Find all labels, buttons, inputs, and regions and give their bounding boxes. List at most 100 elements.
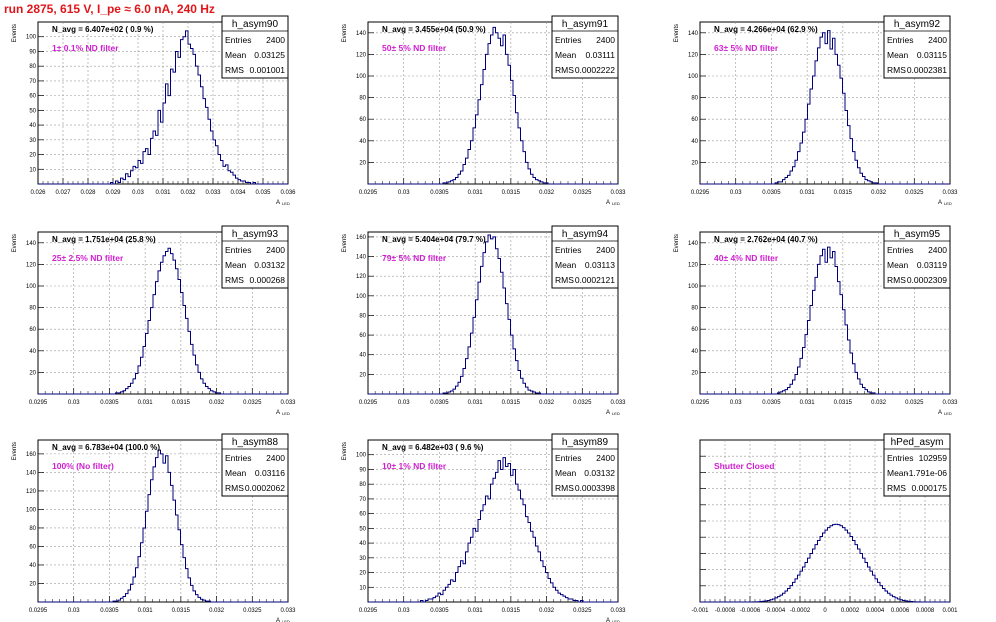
y-tick-label: 60 bbox=[29, 544, 36, 550]
stats-histogram-name: h_asym89 bbox=[562, 437, 609, 448]
filter-label: 79± 5% ND filter bbox=[382, 253, 447, 263]
x-tick-label: 0.032 bbox=[209, 608, 225, 614]
x-tick-label: 0.033 bbox=[942, 190, 958, 196]
stats-histogram-name: h_asym93 bbox=[232, 229, 279, 240]
y-tick-label: 20 bbox=[359, 571, 366, 577]
x-tick-label: 0.0008 bbox=[916, 608, 935, 614]
stats-value: 0.0003398 bbox=[575, 483, 615, 493]
x-tick-label: 0.0315 bbox=[502, 400, 521, 406]
x-axis-label: A bbox=[606, 410, 610, 416]
stats-key: Entries bbox=[225, 453, 251, 463]
x-tick-label: 0.0305 bbox=[430, 190, 449, 196]
stats-key: Entries bbox=[555, 35, 581, 45]
y-tick-label: 40 bbox=[359, 139, 366, 145]
x-tick-label: 0.0325 bbox=[243, 608, 262, 614]
navg-label: N_avg = 1.751e+04 (25.8 %) bbox=[52, 235, 156, 244]
x-tick-label: 0.0315 bbox=[502, 608, 521, 614]
x-tick-label: 0.034 bbox=[230, 190, 246, 196]
stats-value: 0.03132 bbox=[254, 260, 285, 270]
x-tick-label: 0.0295 bbox=[29, 400, 48, 406]
stats-value: 0.03113 bbox=[585, 260, 615, 270]
x-tick-label: 0.033 bbox=[205, 190, 221, 196]
x-tick-label: 0.036 bbox=[280, 190, 296, 196]
stats-key: RMS bbox=[225, 483, 244, 493]
x-tick-label: 0.0006 bbox=[891, 608, 910, 614]
y-tick-label: 50 bbox=[29, 108, 36, 114]
y-axis-label: Events bbox=[342, 442, 348, 460]
x-tick-label: 0.0004 bbox=[866, 608, 885, 614]
stats-value: 102959 bbox=[919, 453, 948, 463]
navg-label: N_avg = 6.482e+03 ( 9.6 %) bbox=[382, 443, 484, 452]
filter-label: 40± 4% ND filter bbox=[714, 253, 779, 263]
x-tick-label: 0.0295 bbox=[691, 400, 710, 406]
x-tick-label: 0.0305 bbox=[430, 608, 449, 614]
y-tick-label: 80 bbox=[359, 96, 366, 102]
histogram-panel-hPed_asym: -0.001 -0.0008 -0.0006 -0.0004 -0.0002 0 0.000… bbox=[691, 433, 958, 614]
stats-histogram-name: h_asym94 bbox=[562, 229, 609, 240]
filter-label: 100% (No filter) bbox=[52, 461, 114, 471]
stats-value: 0.03111 bbox=[586, 50, 616, 60]
x-tick-label: 0.031 bbox=[468, 608, 484, 614]
histogram-panel-h_asym90: 0.026 0.027 0.028 0.029 0.03 0.031 0.032 0.033 0… bbox=[12, 15, 296, 206]
stats-key: RMS bbox=[555, 65, 574, 75]
x-tick-label: 0.0295 bbox=[29, 608, 48, 614]
histogram-panel-h_asym95: 0.0295 0.03 0.0305 0.031 0.0315 0.032 0.0325 0.… bbox=[674, 225, 958, 416]
stats-value: 0.03116 bbox=[255, 468, 285, 478]
stats-value: 0.001001 bbox=[250, 65, 286, 75]
x-tick-label: -0.0008 bbox=[715, 608, 736, 614]
stats-value: 2400 bbox=[266, 35, 285, 45]
filter-label: Shutter Closed bbox=[714, 461, 774, 471]
y-tick-label: 40 bbox=[359, 541, 366, 547]
stats-box bbox=[551, 225, 619, 289]
histogram-series-line bbox=[700, 30, 950, 185]
histogram-series-line bbox=[38, 247, 288, 395]
stats-key: RMS bbox=[555, 275, 574, 285]
x-tick-label: 0.0295 bbox=[691, 190, 710, 196]
y-axis-label: Events bbox=[674, 234, 680, 252]
y-tick-label: 120 bbox=[356, 274, 367, 280]
navg-label: N_avg = 6.783e+04 (100.0 %) bbox=[52, 443, 160, 452]
stats-value: 0.0002062 bbox=[245, 483, 285, 493]
stats-histogram-name: hPed_asym bbox=[891, 437, 944, 448]
y-tick-label: 80 bbox=[359, 313, 366, 319]
x-tick-label: 0.0305 bbox=[762, 190, 781, 196]
histogram-series-line bbox=[700, 246, 950, 395]
stats-value: 0.0002381 bbox=[907, 65, 947, 75]
x-tick-label: 0.0315 bbox=[172, 608, 191, 614]
stats-histogram-name: h_asym95 bbox=[894, 229, 941, 240]
x-axis-label-subscript: LED bbox=[282, 619, 290, 622]
x-tick-label: 0.0315 bbox=[502, 190, 521, 196]
x-tick-label: 0.032 bbox=[539, 400, 555, 406]
y-tick-label: 40 bbox=[691, 139, 698, 145]
stats-box bbox=[883, 15, 951, 79]
x-tick-label: 0.028 bbox=[80, 190, 96, 196]
y-axis-label: Events bbox=[342, 234, 348, 252]
y-tick-label: 140 bbox=[688, 31, 699, 37]
x-tick-label: 0.033 bbox=[280, 608, 296, 614]
x-axis-label-subscript: LED bbox=[282, 201, 290, 206]
x-tick-label: 0.033 bbox=[942, 400, 958, 406]
y-tick-label: 160 bbox=[26, 452, 37, 458]
x-axis-label: A bbox=[276, 618, 280, 622]
stats-key: Mean bbox=[225, 260, 247, 270]
y-tick-label: 160 bbox=[356, 235, 367, 241]
histogram-series-line bbox=[38, 449, 288, 603]
filter-label: 25± 2.5% ND filter bbox=[52, 253, 124, 263]
x-tick-label: 0.03 bbox=[730, 190, 742, 196]
stats-key: RMS bbox=[887, 65, 906, 75]
y-tick-label: 140 bbox=[356, 255, 367, 261]
x-axis-label-subscript: LED bbox=[612, 201, 620, 206]
y-tick-label: 60 bbox=[691, 327, 698, 333]
x-tick-label: 0.0305 bbox=[100, 400, 119, 406]
x-tick-label: 0.001 bbox=[942, 608, 958, 614]
navg-label: N_avg = 2.762e+04 (40.7 %) bbox=[714, 235, 818, 244]
stats-value: 0.000268 bbox=[250, 275, 286, 285]
x-tick-label: 0.035 bbox=[255, 190, 271, 196]
x-tick-label: 0.032 bbox=[871, 400, 887, 406]
stats-value: 0.0002121 bbox=[575, 275, 615, 285]
y-tick-label: 20 bbox=[691, 370, 698, 376]
x-tick-label: 0.03 bbox=[398, 190, 410, 196]
stats-key: Mean bbox=[887, 260, 909, 270]
x-tick-label: 0.0315 bbox=[834, 400, 853, 406]
stats-key: Mean bbox=[225, 468, 247, 478]
